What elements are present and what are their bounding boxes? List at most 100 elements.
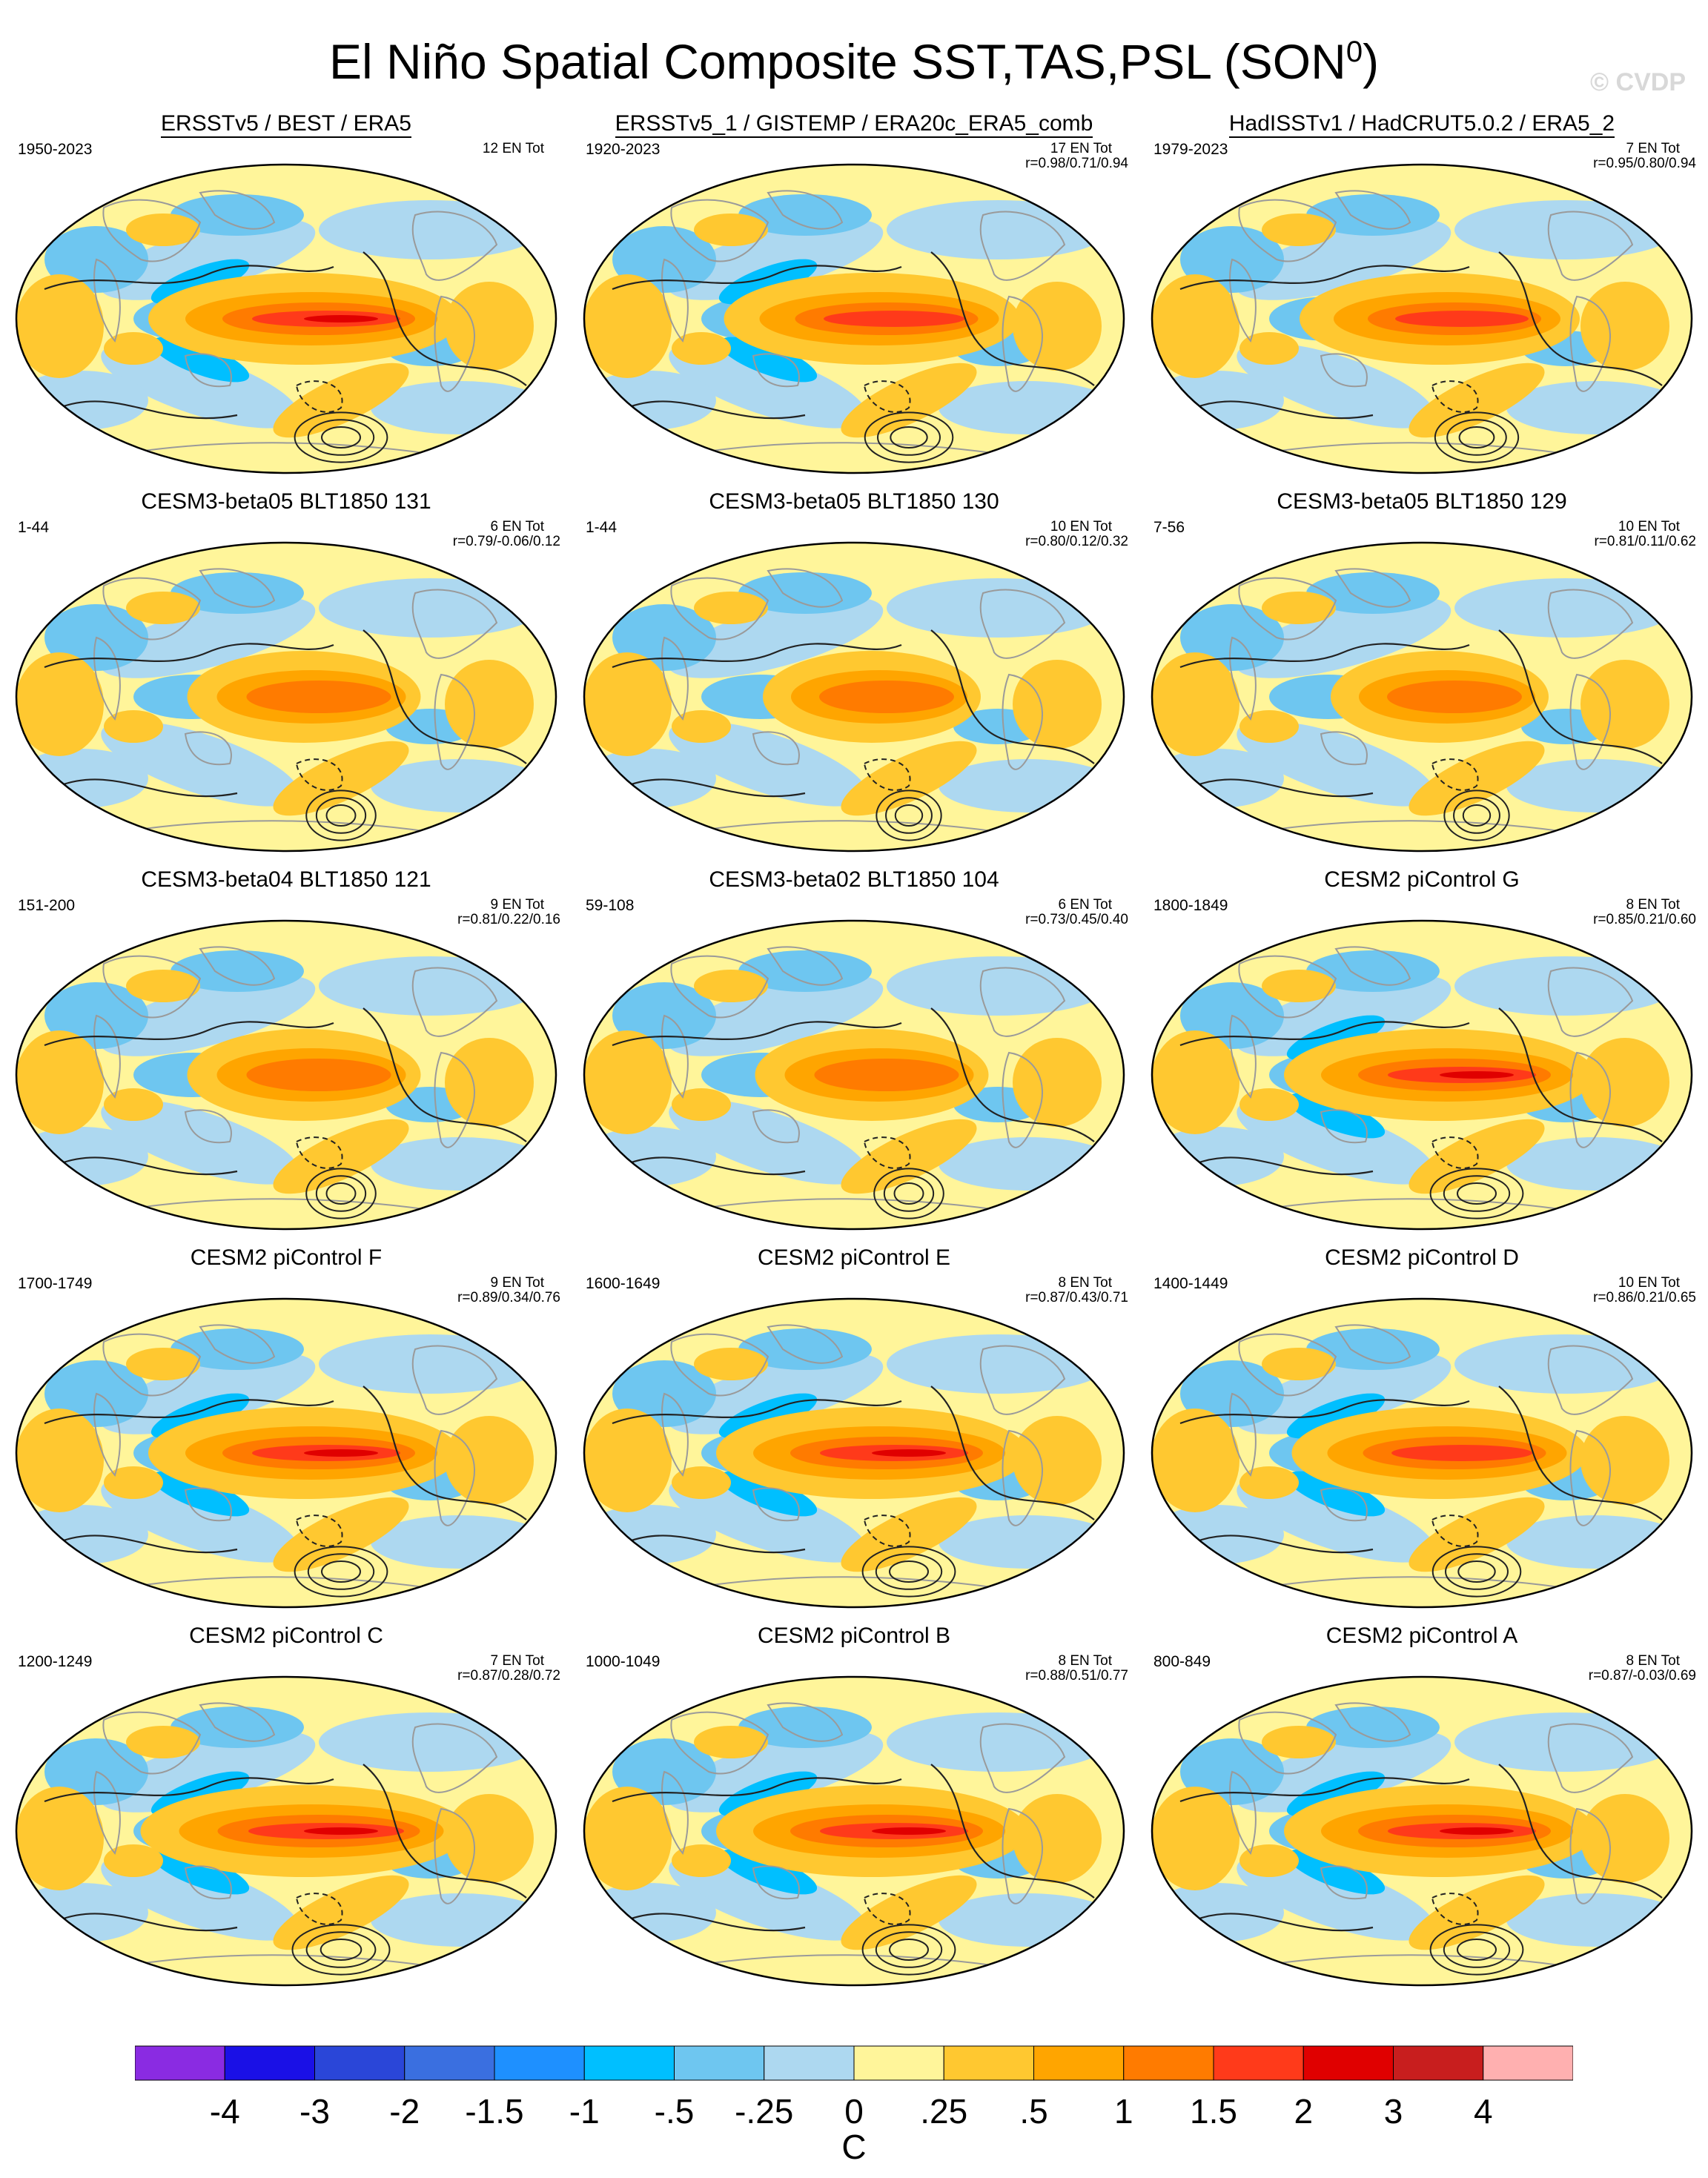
panel-correlation: r=0.87/-0.03/0.69 bbox=[1588, 1668, 1696, 1684]
warm-anomaly bbox=[1013, 660, 1102, 749]
map-panel: CESM3-beta04 BLT1850 121 151-200 9 EN Tot r… bbox=[7, 867, 565, 1238]
warm-anomaly bbox=[445, 1794, 534, 1883]
warm-anomaly bbox=[584, 274, 672, 378]
warm-anomaly bbox=[1262, 214, 1336, 246]
psl-contour bbox=[44, 1777, 334, 1803]
map-border bbox=[1151, 919, 1693, 1231]
cool-anomaly bbox=[1286, 1393, 1386, 1439]
psl-contour bbox=[612, 1777, 902, 1803]
map-plot bbox=[583, 541, 1125, 853]
panel-event-count: 6 EN Tot bbox=[490, 519, 544, 534]
cool-anomaly bbox=[1237, 342, 1435, 428]
psl-contour-high bbox=[1462, 804, 1492, 827]
panel-correlation: r=0.73/0.45/0.40 bbox=[1025, 912, 1128, 927]
enso-tongue bbox=[814, 1059, 959, 1091]
panel-correlation: r=0.86/0.21/0.65 bbox=[1593, 1290, 1696, 1305]
cool-anomaly bbox=[1152, 749, 1284, 808]
map-border bbox=[583, 919, 1125, 1231]
coastline bbox=[133, 820, 446, 835]
enso-tongue bbox=[1440, 1071, 1514, 1079]
coastline bbox=[1334, 946, 1411, 986]
panel-correlation: r=0.89/0.34/0.76 bbox=[457, 1290, 560, 1305]
psl-contour-negative bbox=[295, 1893, 343, 1925]
coastline bbox=[102, 1333, 202, 1397]
coastline bbox=[670, 955, 769, 1019]
panel-period: 1950-2023 bbox=[18, 141, 93, 158]
warm-anomaly bbox=[1409, 1497, 1545, 1572]
cool-anomaly bbox=[669, 1477, 867, 1563]
coastline bbox=[434, 1051, 475, 1148]
cool-anomaly bbox=[669, 721, 867, 807]
psl-contour bbox=[626, 1156, 806, 1176]
colorbar-bin bbox=[853, 2045, 944, 2081]
panel-event-count: 10 EN Tot bbox=[1050, 519, 1112, 534]
panel-title: CESM3-beta04 BLT1850 121 bbox=[141, 867, 431, 892]
panel-period: 1200-1249 bbox=[18, 1653, 93, 1670]
warm-anomaly bbox=[273, 363, 409, 438]
cool-anomaly bbox=[667, 1353, 884, 1434]
psl-contour-high bbox=[875, 1931, 943, 1968]
psl-contour-high bbox=[315, 1175, 367, 1212]
coastline bbox=[133, 442, 446, 457]
colorbar-tick-label: 4 bbox=[1473, 2092, 1493, 2131]
psl-contour-high bbox=[291, 1924, 391, 1976]
coastline bbox=[411, 211, 498, 281]
panel-event-count: 8 EN Tot bbox=[1626, 1653, 1680, 1669]
map-border bbox=[1151, 1675, 1693, 1987]
enso-tongue bbox=[1387, 681, 1522, 713]
panel-period: 1920-2023 bbox=[586, 141, 661, 158]
coastline bbox=[752, 731, 800, 766]
panel-title: CESM2 piControl E bbox=[757, 1245, 951, 1270]
colorbar-tick-label: .5 bbox=[1019, 2092, 1048, 2131]
warm-anomaly bbox=[841, 363, 977, 438]
title-superscript: 0 bbox=[1345, 36, 1363, 68]
coastline bbox=[102, 955, 202, 1019]
psl-contour bbox=[626, 400, 806, 420]
coastline bbox=[661, 1392, 689, 1477]
psl-contour-high bbox=[294, 1546, 388, 1598]
psl-contour-high bbox=[1429, 1924, 1524, 1976]
warm-anomaly bbox=[1580, 1794, 1669, 1883]
psl-contour bbox=[626, 778, 806, 798]
coastline bbox=[752, 1487, 800, 1522]
panel-event-count: 9 EN Tot bbox=[490, 897, 544, 913]
psl-contour bbox=[612, 1399, 902, 1425]
psl-contour-negative bbox=[295, 758, 343, 791]
colorbar-tick-label: -.25 bbox=[735, 2092, 794, 2131]
warm-anomaly bbox=[273, 1497, 409, 1572]
warm-anomaly bbox=[672, 710, 731, 743]
panel-period: 1400-1449 bbox=[1153, 1275, 1228, 1292]
colorbar-bin bbox=[764, 2045, 855, 2081]
map-plot bbox=[583, 919, 1125, 1231]
cool-anomaly bbox=[1286, 1849, 1386, 1895]
panel-correlation: r=0.81/0.11/0.62 bbox=[1594, 534, 1696, 549]
cool-anomaly bbox=[1286, 1471, 1386, 1517]
cool-anomaly bbox=[1237, 1099, 1435, 1185]
cool-anomaly bbox=[718, 337, 818, 383]
cool-anomaly bbox=[1235, 219, 1452, 300]
panel-title: CESM2 piControl F bbox=[190, 1245, 383, 1270]
coastline bbox=[199, 568, 276, 608]
coastline bbox=[1569, 1807, 1611, 1904]
coastline bbox=[133, 1954, 446, 1969]
colorbar-tick-label: 2 bbox=[1294, 2092, 1314, 2131]
psl-contour-high bbox=[1457, 1182, 1497, 1205]
map-panel: CESM2 piControl D 1400-1449 10 EN Tot r=0.8… bbox=[1143, 1245, 1701, 1616]
warm-anomaly bbox=[1013, 1038, 1102, 1127]
warm-anomaly bbox=[1152, 1787, 1239, 1890]
map-panel: HadISSTv1 / HadCRUT5.0.2 / ERA5_2 1979-20… bbox=[1143, 111, 1701, 482]
map-panel: CESM3-beta05 BLT1850 131 1-44 6 EN Tot r=0.… bbox=[7, 489, 565, 860]
cool-anomaly bbox=[101, 721, 299, 807]
psl-contour bbox=[1194, 1913, 1374, 1932]
coastline bbox=[701, 1198, 1013, 1213]
coastline bbox=[1547, 211, 1634, 281]
cool-anomaly bbox=[1235, 975, 1452, 1056]
enso-tongue bbox=[1391, 1445, 1532, 1461]
warm-anomaly bbox=[126, 1726, 200, 1758]
cool-anomaly bbox=[1286, 1093, 1386, 1139]
colorbar-bin bbox=[674, 2045, 765, 2081]
cool-anomaly bbox=[101, 1477, 299, 1563]
map-border bbox=[583, 1675, 1125, 1987]
warm-anomaly bbox=[126, 592, 200, 624]
psl-contour bbox=[930, 629, 1095, 764]
